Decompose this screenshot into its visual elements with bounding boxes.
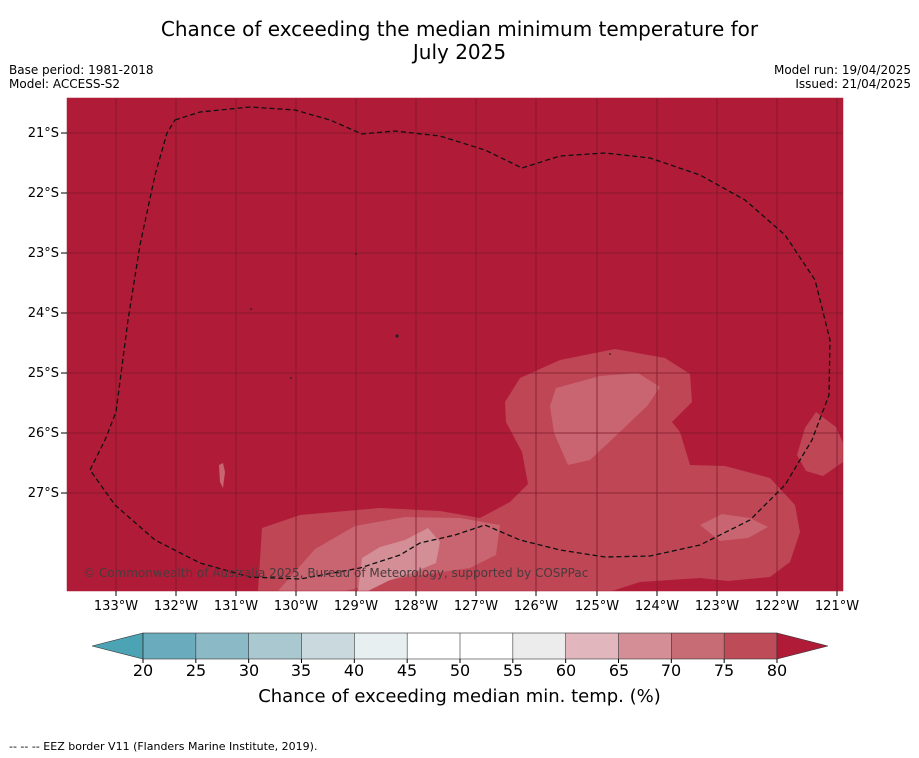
map-panel xyxy=(67,98,843,591)
colorbar-label: Chance of exceeding median min. temp. (%… xyxy=(258,686,661,707)
colorbar-tick-label: 60 xyxy=(555,661,577,680)
colorbar-cell xyxy=(671,633,725,659)
issued-text: Issued: 21/04/2025 xyxy=(795,77,911,91)
colorbar-cell xyxy=(565,633,619,659)
model-run-text: Model run: 19/04/2025 xyxy=(773,63,911,77)
eez-border xyxy=(89,106,831,580)
contour-75-80-east xyxy=(797,412,843,476)
lon-label: 127°W xyxy=(453,599,499,614)
meta-right: Model run: 19/04/2025 Issued: 21/04/2025 xyxy=(774,63,911,91)
axis-ticks xyxy=(61,132,838,596)
colorbar-cell xyxy=(143,633,197,659)
title-line-1: Chance of exceeding the median minimum t… xyxy=(160,17,759,41)
colorbar-tick-label: 65 xyxy=(608,661,630,680)
lon-label: 130°W xyxy=(273,599,319,614)
contour-70-75 xyxy=(550,373,660,465)
colorbar-tick-label: 20 xyxy=(132,661,154,680)
model-text: Model: ACCESS-S2 xyxy=(9,77,121,91)
colorbar-cell xyxy=(724,633,778,659)
colorbar-cell xyxy=(460,633,514,659)
colorbar-tick-label: 30 xyxy=(238,661,260,680)
base-period-text: Base period: 1981-2018 xyxy=(9,63,154,77)
colorbar-tick-label: 25 xyxy=(185,661,207,680)
colorbar-tick-label: 55 xyxy=(502,661,524,680)
colorbar-tick-label: 75 xyxy=(713,661,735,680)
colorbar-cell xyxy=(512,633,566,659)
colorbar-tick-label: 80 xyxy=(766,661,788,680)
copyright-text: © Commonwealth of Australia 2025, Bureau… xyxy=(83,566,589,580)
colorbar-cell xyxy=(301,633,355,659)
colorbar xyxy=(91,632,829,663)
colorbar-tick-label: 45 xyxy=(396,661,418,680)
lat-label: 21°S xyxy=(27,126,59,141)
lon-label: 124°W xyxy=(634,599,680,614)
lon-label: 123°W xyxy=(694,599,740,614)
colorbar-cell xyxy=(407,633,461,659)
lon-label: 131°W xyxy=(213,599,259,614)
lon-label: 122°W xyxy=(754,599,800,614)
lon-label: 125°W xyxy=(574,599,620,614)
colorbar-cell xyxy=(195,633,249,659)
contour-70-75-dot xyxy=(219,463,225,488)
colorbar-cell xyxy=(248,633,302,659)
colorbar-over-arrow xyxy=(776,632,829,660)
lat-label: 25°S xyxy=(27,366,59,381)
lon-label: 133°W xyxy=(93,599,139,614)
footer-legend: -- -- -- EEZ border V11 (Flanders Marine… xyxy=(9,740,318,753)
lon-label: 128°W xyxy=(393,599,439,614)
title-line-2: July 2025 xyxy=(412,40,507,64)
graticule xyxy=(67,98,843,591)
colorbar-tick-label: 70 xyxy=(660,661,682,680)
lat-label: 22°S xyxy=(27,186,59,201)
colorbar-cell xyxy=(354,633,408,659)
colorbar-tick-label: 35 xyxy=(290,661,312,680)
lon-label: 132°W xyxy=(153,599,199,614)
colorbar-tick-label: 50 xyxy=(449,661,471,680)
lon-label: 121°W xyxy=(814,599,860,614)
colorbar-cell xyxy=(618,633,672,659)
meta-left: Base period: 1981-2018 Model: ACCESS-S2 xyxy=(9,63,154,91)
colorbar-tick-label: 40 xyxy=(343,661,365,680)
map-title: Chance of exceeding the median minimum t… xyxy=(0,18,919,64)
lon-label: 129°W xyxy=(333,599,379,614)
colorbar-under-arrow xyxy=(91,632,144,660)
lat-label: 27°S xyxy=(27,486,59,501)
map-frame xyxy=(66,97,844,592)
lat-label: 23°S xyxy=(27,246,59,261)
lat-label: 26°S xyxy=(27,426,59,441)
islands xyxy=(250,253,611,379)
lon-label: 126°W xyxy=(513,599,559,614)
lat-label: 24°S xyxy=(27,306,59,321)
